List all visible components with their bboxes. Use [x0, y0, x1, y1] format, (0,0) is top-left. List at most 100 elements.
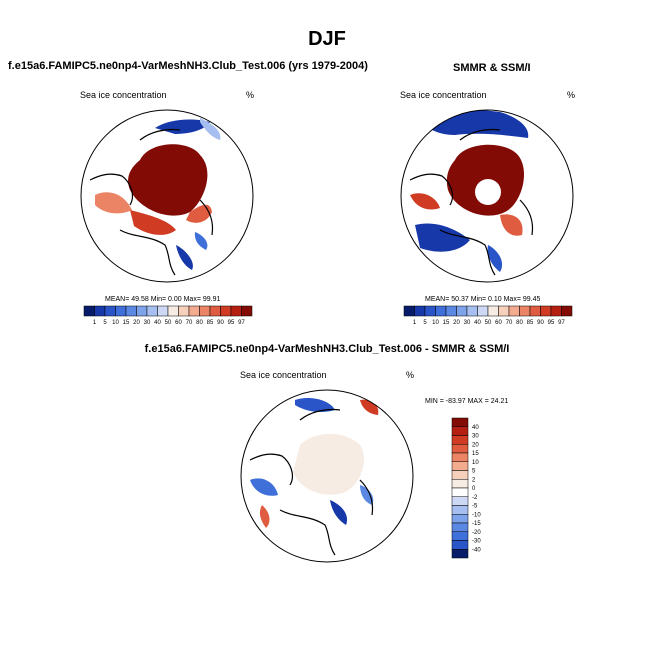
panel3-colorbar-tick-label: 2 [472, 477, 476, 483]
panel2-colorbar-swatch [403, 305, 415, 317]
panel2-colorbar-swatch [550, 305, 562, 317]
panel2-units-label: % [567, 90, 576, 100]
panel2-colorbar-tick-label: 5 [423, 320, 427, 326]
panel2-colorbar-tick-label: 20 [453, 320, 460, 326]
panel1-colorbar-swatch [83, 305, 95, 317]
panel1-variable-label: Sea ice concentration [80, 90, 167, 100]
panel3-colorbar-swatch [451, 461, 469, 471]
panel1-colorbar-swatch [209, 305, 221, 317]
panel1-colorbar-swatch [178, 305, 190, 317]
panel2-stats: MEAN= 50.37 Min= 0.10 Max= 99.45 [425, 296, 541, 303]
panel3-colorbar-tick-label: 40 [472, 425, 479, 431]
panel3-colorbar-swatch [451, 505, 469, 515]
panel3-colorbar-tick-label: 0 [472, 486, 476, 492]
panel1-colorbar-tick-label: 30 [144, 320, 151, 326]
panel2-colorbar-swatch [414, 305, 426, 317]
panel3-colorbar-swatch [451, 444, 469, 454]
panel1-colorbar-swatch [167, 305, 179, 317]
panel1-colorbar-swatch [157, 305, 169, 317]
panel1-stats: MEAN= 49.58 Min= 0.00 Max= 99.91 [105, 296, 221, 303]
panel1-colorbar-swatch [146, 305, 158, 317]
panel3-case-title: f.e15a6.FAMIPC5.ne0np4-VarMeshNH3.Club_T… [144, 343, 510, 355]
panel3-colorbar-swatch [451, 522, 469, 532]
panel2-colorbar: 1 5 10 15 20 30 40 50 60 70 80 85 90 95 97 [403, 305, 573, 326]
panel1-colorbar-tick-label: 97 [238, 320, 245, 326]
panel2-colorbar-tick-label: 80 [516, 320, 523, 326]
panel3-colorbar-swatch [451, 426, 469, 436]
panel3-variable-label: Sea ice concentration [240, 370, 327, 380]
panel1-coastlines [89, 128, 214, 276]
panel1-colorbar-swatch [199, 305, 211, 317]
panel2-colorbar-tick-label: 50 [485, 320, 492, 326]
panel2-colorbar-swatch [466, 305, 478, 317]
panel1-colorbar-tick-label: 50 [165, 320, 172, 326]
panel3-colorbar-tick-label: 15 [472, 451, 479, 457]
panel2-colorbar-tick-label: 30 [464, 320, 471, 326]
panel3-coastlines [249, 408, 374, 556]
panel1-sea-ice-field [95, 118, 221, 270]
panel1-colorbar-tick-label: 20 [133, 320, 140, 326]
panel3-map [240, 389, 414, 563]
panel3-colorbar-tick-label: -2 [472, 495, 478, 501]
panel2-colorbar-tick-label: 60 [495, 320, 502, 326]
panel2-colorbar-tick-label: 70 [506, 320, 513, 326]
panel3-colorbar-swatch [451, 487, 469, 497]
panel1-colorbar-swatch [115, 305, 127, 317]
panel1-colorbar-swatch [230, 305, 242, 317]
panel3-colorbar-swatch [451, 514, 469, 524]
panel3-colorbar-tick-label: -10 [472, 512, 481, 518]
panel3-colorbar-tick-label: 5 [472, 469, 476, 475]
panel3-colorbar-tick-label: 20 [472, 442, 479, 448]
panel2-colorbar-tick-label: 90 [537, 320, 544, 326]
panel2-colorbar-tick-label: 97 [558, 320, 565, 326]
panel2-colorbar-swatch [508, 305, 520, 317]
panel3-colorbar-tick-label: -5 [472, 504, 478, 510]
panel1-colorbar-tick-label: 40 [154, 320, 161, 326]
panel2-colorbar-swatch [498, 305, 510, 317]
panel3-units-label: % [406, 370, 415, 380]
panel1-colorbar: 1 5 10 15 20 30 40 50 60 70 80 85 90 95 97 [83, 305, 253, 326]
panel2-sea-ice-field [410, 110, 529, 272]
panel2-colorbar-tick-label: 15 [443, 320, 450, 326]
panel1-colorbar-tick-label: 85 [207, 320, 214, 326]
panel1-colorbar-swatch [94, 305, 106, 317]
panel3-colorbar-tick-label: -30 [472, 539, 481, 545]
panel3-stats: MIN = -83.97 MAX = 24.21 [425, 398, 509, 405]
panel2-case-title: SMMR & SSM/I [453, 62, 531, 74]
panel3-colorbar-swatch [451, 435, 469, 445]
panel2-colorbar-swatch [529, 305, 541, 317]
panel2-colorbar-swatch [456, 305, 468, 317]
panel2-variable-label: Sea ice concentration [400, 90, 487, 100]
panel3-colorbar-swatch [451, 540, 469, 550]
panel3-colorbar-swatch [451, 417, 469, 427]
panel1-map [80, 109, 254, 283]
panel2-colorbar-swatch [561, 305, 573, 317]
panel2-coastlines [409, 128, 534, 276]
panel1-colorbar-tick-label: 80 [196, 320, 203, 326]
panel1-colorbar-swatch [125, 305, 137, 317]
panel1-colorbar-swatch [220, 305, 232, 317]
panel1-colorbar-swatch [188, 305, 200, 317]
panel3-colorbar-swatch [451, 452, 469, 462]
panel2-colorbar-swatch [445, 305, 457, 317]
panel2-colorbar-tick-label: 85 [527, 320, 534, 326]
panel3-colorbar-tick-label: 30 [472, 434, 479, 440]
panel3-colorbar-swatch [451, 470, 469, 480]
panel2-colorbar-tick-label: 10 [432, 320, 439, 326]
panel1-colorbar-tick-label: 1 [93, 320, 97, 326]
panel1-colorbar-swatch [136, 305, 148, 317]
panel1-case-title: f.e15a6.FAMIPC5.ne0np4-VarMeshNH3.Club_T… [8, 60, 368, 72]
panel3-colorbar-swatch [451, 479, 469, 489]
panel1-colorbar-tick-label: 95 [228, 320, 235, 326]
panel1-colorbar-tick-label: 15 [123, 320, 130, 326]
panel1-colorbar-tick-label: 60 [175, 320, 182, 326]
panel2-colorbar-swatch [435, 305, 447, 317]
panel2-colorbar-tick-label: 95 [548, 320, 555, 326]
panel3-colorbar-swatch [451, 496, 469, 506]
panel2-colorbar-swatch [540, 305, 552, 317]
panel1-units-label: % [246, 90, 255, 100]
panel1-colorbar-tick-label: 90 [217, 320, 224, 326]
panel1-colorbar-swatch [241, 305, 253, 317]
